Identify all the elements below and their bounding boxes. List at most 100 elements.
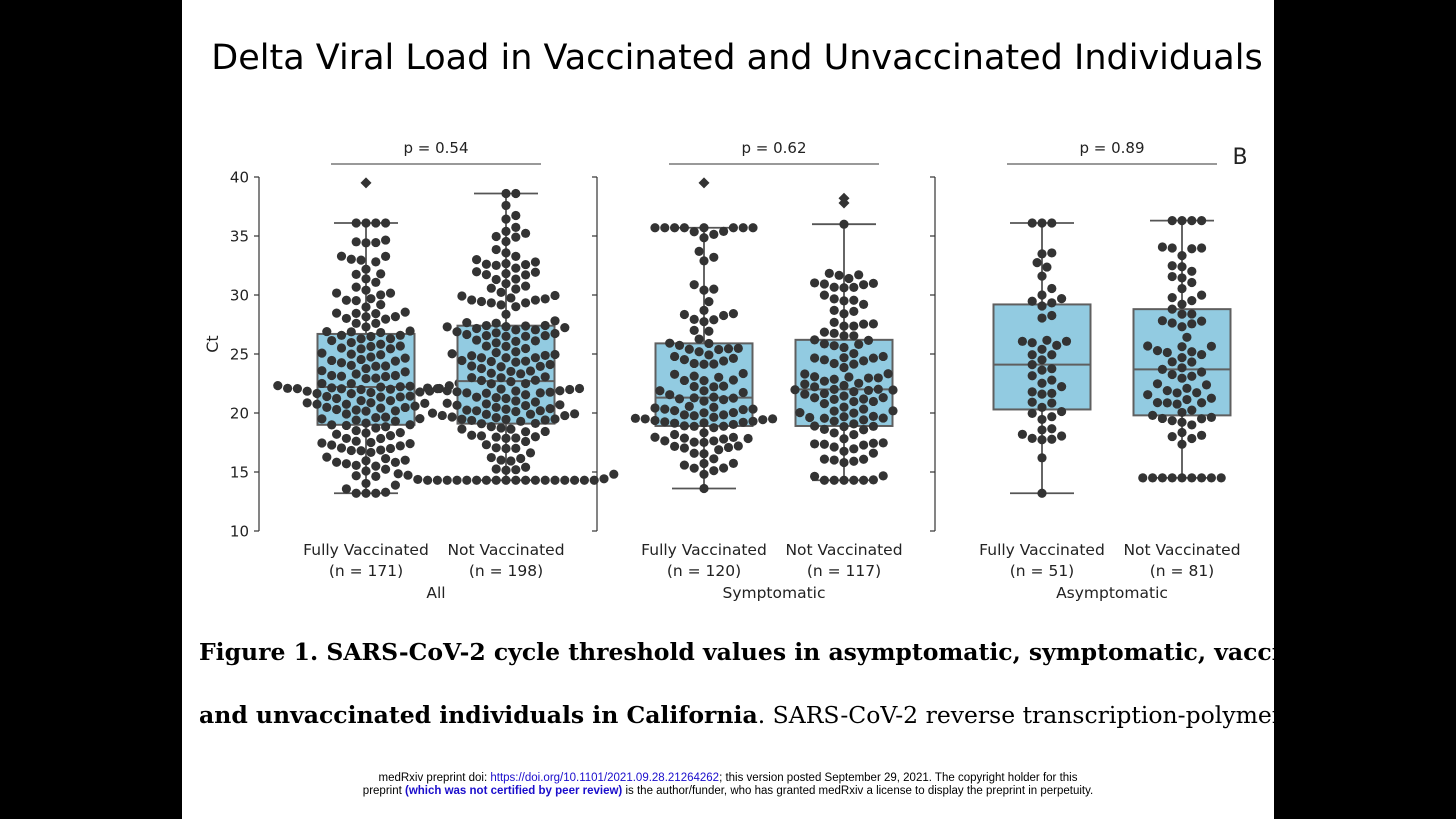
swarm-point: [709, 423, 719, 433]
swarm-point: [467, 351, 477, 361]
swarm-point: [423, 475, 433, 485]
swarm-point: [1187, 473, 1197, 483]
swarm-point: [467, 372, 477, 383]
swarm-point: [873, 373, 883, 383]
swarm-point: [506, 293, 516, 303]
swarm-point: [317, 348, 327, 358]
swarm-point: [462, 388, 472, 398]
swarm-point: [550, 290, 560, 301]
swarm-point: [1032, 258, 1042, 268]
swarm-point: [476, 363, 487, 374]
swarm-point: [728, 458, 739, 468]
swarm-point: [704, 338, 714, 349]
swarm-point: [1027, 408, 1037, 418]
swarm-point: [405, 326, 415, 336]
swarm-point: [501, 433, 511, 443]
swarm-point: [719, 434, 729, 444]
swarm-point: [699, 483, 709, 494]
swarm-point: [472, 406, 482, 416]
swarm-point: [699, 437, 709, 448]
swarm-point: [530, 267, 540, 277]
doi-link[interactable]: https://doi.org/10.1101/2021.09.28.21264…: [490, 772, 720, 784]
swarm-point: [1047, 283, 1057, 294]
swarm-point: [273, 381, 283, 391]
swarm-point: [481, 409, 491, 419]
swarm-point: [674, 394, 685, 404]
swarm-point: [346, 379, 356, 389]
swarm-point: [709, 382, 719, 392]
swarm-point: [859, 299, 869, 310]
swarm-point: [1037, 290, 1047, 300]
swarm-point: [516, 416, 526, 426]
swarm-point: [521, 390, 531, 400]
swarm-point: [859, 356, 869, 366]
swarm-point: [442, 398, 452, 408]
group-label: Not Vaccinated: [447, 541, 564, 559]
swarm-point: [381, 487, 391, 497]
swarm-point: [341, 313, 351, 324]
swarm-point: [1187, 319, 1197, 329]
swarm-point: [336, 443, 347, 453]
swarm-point: [1187, 244, 1197, 254]
swarm-point: [714, 344, 724, 355]
swarm-point: [491, 413, 501, 423]
swarm-point: [868, 319, 879, 329]
swarm-point: [570, 409, 580, 419]
swarm-point: [481, 259, 491, 269]
swarm-point: [1187, 433, 1197, 444]
swarm-point: [467, 415, 477, 426]
swarm-point: [650, 223, 660, 233]
swarm-point: [351, 269, 361, 279]
swarm-point: [530, 295, 540, 305]
swarm-point: [829, 374, 839, 384]
swarm-point: [530, 375, 540, 385]
swarm-point: [1206, 412, 1216, 422]
swarm-point: [738, 387, 748, 398]
swarm-point: [679, 433, 689, 443]
swarm-point: [679, 410, 689, 420]
swarm-point: [521, 400, 531, 411]
swarm-point: [810, 353, 820, 363]
swarm-point: [366, 398, 376, 408]
swarm-point: [839, 412, 849, 422]
swarm-point: [351, 488, 361, 498]
swarm-point: [1177, 262, 1187, 272]
swarm-point: [481, 331, 491, 341]
swarm-point: [511, 336, 521, 346]
swarm-point: [356, 384, 366, 395]
swarm-point: [565, 384, 575, 395]
swarm-point: [540, 330, 550, 341]
p-value-label: p = 0.89: [1079, 139, 1144, 157]
swarm-point: [376, 327, 386, 338]
swarm-point: [719, 463, 729, 473]
swarm-point: [491, 402, 501, 413]
swarm-point: [376, 382, 386, 392]
swarm-point: [679, 309, 689, 320]
swarm-point: [366, 294, 376, 304]
swarm-point: [420, 398, 430, 408]
swarm-point: [302, 386, 312, 396]
swarm-point: [390, 311, 400, 322]
swarm-point: [491, 260, 501, 270]
swarm-point: [511, 232, 521, 242]
swarm-point: [839, 283, 849, 293]
swarm-point: [385, 395, 396, 406]
swarm-point: [709, 284, 719, 294]
swarm-point: [868, 353, 879, 363]
group-n-label: (n = 81): [1150, 562, 1214, 580]
swarm-point: [839, 380, 849, 391]
swarm-point: [371, 461, 381, 471]
panel-letter: B: [1232, 145, 1247, 170]
swarm-point: [800, 389, 810, 399]
swarm-point: [462, 329, 472, 340]
swarm-point: [403, 470, 413, 480]
swarm-point: [1206, 341, 1216, 351]
swarm-point: [699, 386, 709, 396]
swarm-point: [1172, 388, 1182, 398]
outlier-marker: [838, 192, 850, 204]
swarm-point: [356, 334, 366, 344]
swarm-point: [679, 223, 689, 233]
swarm-point: [336, 358, 347, 368]
swarm-point: [1057, 293, 1067, 304]
swarm-point: [1157, 242, 1167, 252]
